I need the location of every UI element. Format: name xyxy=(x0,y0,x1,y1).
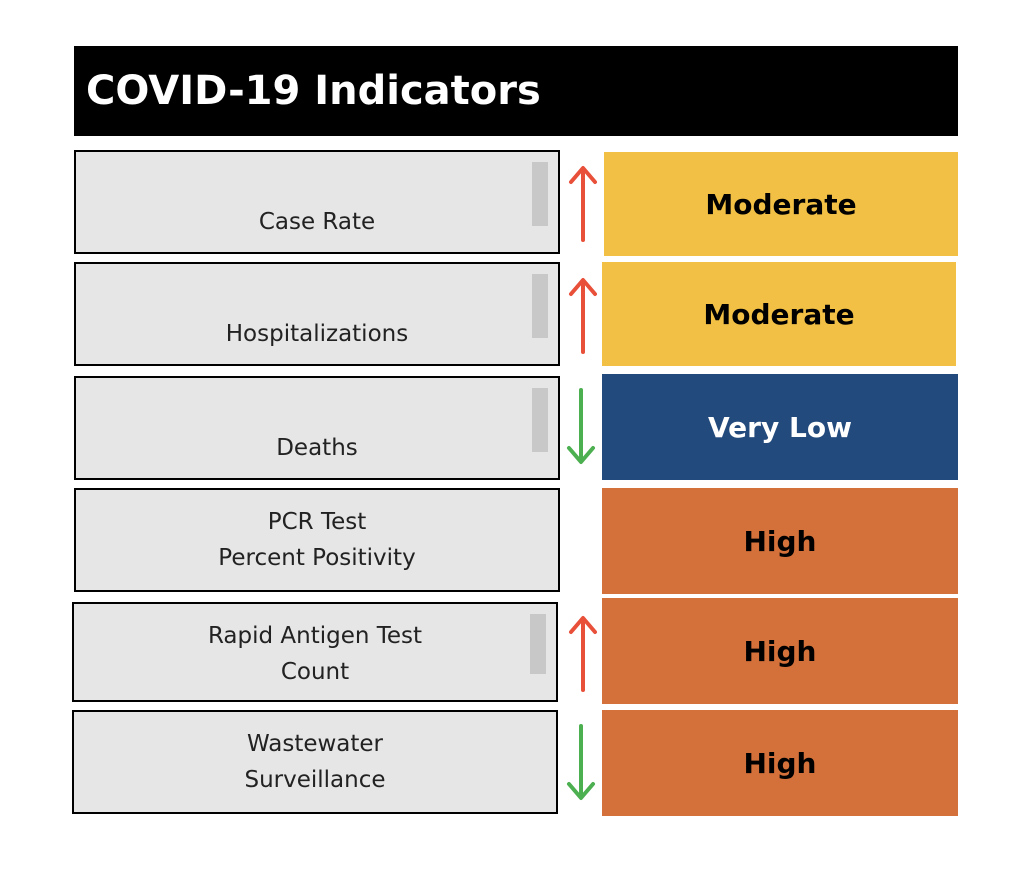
indicator-case-rate[interactable]: Case Rate xyxy=(74,150,560,254)
arrow-down-icon xyxy=(567,388,595,464)
arrow-up-icon xyxy=(569,278,597,354)
indicator-label-line2: Percent Positivity xyxy=(218,545,416,571)
indicator-label-line2: Surveillance xyxy=(244,767,386,793)
indicator-wastewater[interactable]: Wastewater Surveillance xyxy=(72,710,558,814)
arrow-up-icon xyxy=(569,166,597,242)
indicator-label: Deaths xyxy=(276,435,358,461)
page-title: COVID-19 Indicators xyxy=(74,46,958,136)
status-label: High xyxy=(743,634,817,668)
status-label: High xyxy=(743,746,817,780)
arrow-up-icon xyxy=(569,616,597,692)
indicator-deaths[interactable]: Deaths xyxy=(74,376,560,480)
indicator-label: Case Rate xyxy=(258,209,376,235)
status-badge: Moderate xyxy=(602,262,956,366)
status-label: High xyxy=(743,524,817,558)
indicator-label: PCR Test xyxy=(267,509,367,535)
indicator-label: Hospitalizations xyxy=(225,321,409,347)
arrow-down-icon xyxy=(567,724,595,800)
scrollbar-thumb[interactable] xyxy=(532,388,548,452)
scrollbar-thumb[interactable] xyxy=(532,274,548,338)
status-badge: High xyxy=(602,488,958,594)
status-label: Moderate xyxy=(703,297,855,331)
status-badge: High xyxy=(602,598,958,704)
scrollbar-thumb[interactable] xyxy=(530,614,546,674)
scrollbar-thumb[interactable] xyxy=(532,162,548,226)
status-label: Very Low xyxy=(708,410,852,444)
status-label: Moderate xyxy=(705,187,857,221)
indicator-label: Rapid Antigen Test xyxy=(207,623,423,649)
indicator-rapid-antigen[interactable]: Rapid Antigen Test Count xyxy=(72,602,558,702)
status-badge: Very Low xyxy=(602,374,958,480)
status-badge: Moderate xyxy=(604,152,958,256)
indicator-label-line2: Count xyxy=(280,659,350,685)
indicator-label: Wastewater xyxy=(246,731,384,757)
indicator-hospitalizations[interactable]: Hospitalizations xyxy=(74,262,560,366)
indicator-pcr-test[interactable]: PCR Test Percent Positivity xyxy=(74,488,560,592)
status-badge: High xyxy=(602,710,958,816)
